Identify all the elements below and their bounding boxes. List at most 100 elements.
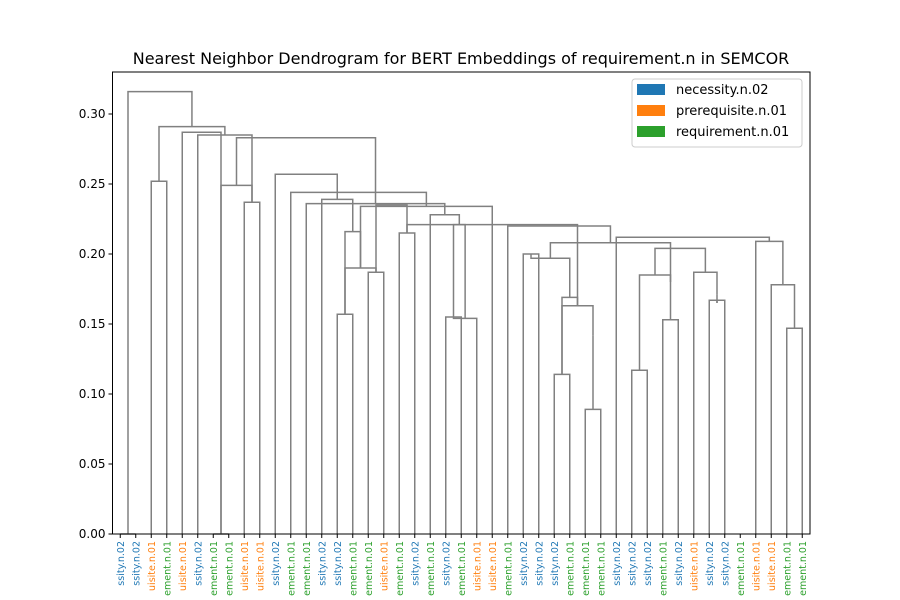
leaf-label-2: uisite.n.01 [147, 541, 158, 591]
leaf-label-23: uisite.n.01 [472, 541, 483, 591]
leaf-label-38: ssity.n.02 [705, 541, 716, 586]
leaf-label-22: ement.n.01 [457, 541, 468, 596]
leaf-label-15: ement.n.01 [348, 541, 359, 596]
dendrogram-link-31 [654, 247, 707, 275]
leaf-label-42: uisite.n.01 [767, 541, 778, 591]
dendrogram-link-3 [243, 201, 261, 534]
dendrogram-link-23 [631, 369, 648, 534]
leaf-label-37: uisite.n.01 [689, 541, 700, 591]
leaf-label-35: ement.n.01 [658, 541, 669, 596]
y-tick-label-6: 0.30 [79, 107, 106, 121]
leaf-label-33: ssity.n.02 [627, 541, 638, 586]
dendrogram-link-8 [344, 230, 362, 315]
dendrogram-link-21 [561, 296, 579, 375]
leaf-label-13: ssity.n.02 [317, 541, 328, 586]
leaf-label-7: ement.n.01 [224, 541, 235, 596]
dendrogram-link-34 [770, 284, 796, 534]
dendrogram-link-32 [549, 242, 672, 282]
leaf-label-44: ement.n.01 [798, 541, 809, 596]
leaf-label-27: ssity.n.02 [534, 541, 545, 586]
leaf-label-3: ement.n.01 [162, 541, 173, 596]
dendrogram-link-13 [452, 317, 478, 534]
leaf-label-29: ement.n.01 [565, 541, 576, 596]
leaf-label-1: ssity.n.02 [131, 541, 142, 586]
leaf-label-40: ement.n.01 [736, 541, 747, 596]
leaf-label-4: uisite.n.01 [178, 541, 189, 591]
legend-label-1: prerequisite.n.01 [676, 104, 787, 119]
leaf-label-41: uisite.n.01 [751, 541, 762, 591]
legend-box [631, 78, 803, 148]
dendrogram-link-30 [693, 271, 718, 534]
legend-swatch-2 [637, 126, 665, 137]
dendrogram-link-47 [127, 90, 193, 534]
leaf-label-32: ssity.n.02 [612, 541, 623, 586]
y-tick-label-5: 0.25 [79, 177, 106, 191]
y-axis: 0.00 0.05 0.10 0.15 0.20 0.25 0.30 [79, 107, 113, 541]
dendrogram-link-26 [638, 274, 672, 371]
leaf-label-6: ement.n.01 [209, 541, 220, 596]
leaf-label-31: ement.n.01 [596, 541, 607, 596]
dendrogram-link-39 [359, 205, 493, 534]
dendrogram-link-33 [786, 327, 803, 534]
dendrogram-link-11 [375, 204, 408, 273]
leaf-label-17: uisite.n.01 [379, 541, 390, 591]
leaf-label-10: ssity.n.02 [271, 541, 282, 586]
leaf-label-12: ement.n.01 [302, 541, 313, 596]
leaf-label-39: ssity.n.02 [720, 541, 731, 586]
dendrogram-link-22 [530, 254, 571, 298]
leaf-label-9: uisite.n.01 [255, 541, 266, 591]
dendrogram-links [120, 90, 803, 535]
leaf-label-19: ssity.n.02 [410, 541, 421, 586]
dendrogram-link-5 [336, 313, 354, 534]
leaf-label-14: ssity.n.02 [333, 541, 344, 586]
leaf-label-30: ement.n.01 [581, 541, 592, 596]
y-tick-label-2: 0.10 [79, 387, 106, 401]
leaf-label-5: ssity.n.02 [193, 541, 204, 586]
y-tick-label-0: 0.00 [79, 527, 106, 541]
dendrogram-link-45 [181, 131, 222, 534]
leaf-label-26: ssity.n.02 [519, 541, 530, 586]
dendrogram-link-42 [274, 173, 338, 534]
dendrogram-link-15 [429, 214, 461, 534]
y-tick-label-1: 0.05 [79, 457, 106, 471]
y-tick-label-3: 0.15 [79, 317, 106, 331]
leaf-label-28: ssity.n.02 [550, 541, 561, 586]
leaf-label-18: ement.n.01 [395, 541, 406, 596]
dendrogram-link-14 [452, 223, 466, 319]
dendrogram-link-10 [398, 232, 416, 534]
dendrogram-link-24 [662, 319, 679, 534]
dendrogram-link-20 [561, 305, 594, 375]
dendrogram-link-43 [235, 137, 377, 204]
leaf-label-24: uisite.n.01 [488, 541, 499, 591]
dendrogram-link-18 [584, 408, 602, 534]
legend: necessity.n.02 prerequisite.n.01 requireme… [631, 78, 803, 148]
dendrogram-link-1 [150, 180, 168, 534]
leaf-label-20: ement.n.01 [426, 541, 437, 596]
leaf-label-25: ement.n.01 [503, 541, 514, 596]
leaf-label-34: ssity.n.02 [643, 541, 654, 586]
leaf-label-11: ement.n.01 [286, 541, 297, 596]
dendrogram-link-41 [290, 191, 428, 534]
dendrogram-link-6 [367, 271, 385, 534]
chart-title: Nearest Neighbor Dendrogram for BERT Emb… [133, 49, 790, 68]
leaf-label-43: ement.n.01 [782, 541, 793, 596]
dendrogram-link-27 [708, 299, 726, 534]
dendrogram-link-37 [507, 225, 612, 534]
dendrogram-link-16 [522, 253, 540, 534]
dendrogram-link-36 [615, 236, 771, 534]
legend-label-0: necessity.n.02 [676, 83, 769, 98]
leaf-label-21: ssity.n.02 [441, 541, 452, 586]
dendrogram-link-12 [445, 316, 462, 534]
legend-swatch-0 [637, 84, 665, 95]
dendrogram-link-4 [220, 184, 253, 534]
legend-swatch-1 [637, 105, 665, 116]
leaf-label-8: uisite.n.01 [240, 541, 251, 591]
leaf-label-0: ssity.n.02 [116, 541, 127, 586]
dendrogram-link-7 [344, 267, 377, 315]
leaf-label-16: ement.n.01 [364, 541, 375, 596]
leaf-label-36: ssity.n.02 [674, 541, 685, 586]
x-axis-leaf-labels: ssity.n.02 ssity.n.02 uisite.n.01 ement.n.0… [116, 534, 809, 596]
y-tick-label-4: 0.20 [79, 247, 106, 261]
